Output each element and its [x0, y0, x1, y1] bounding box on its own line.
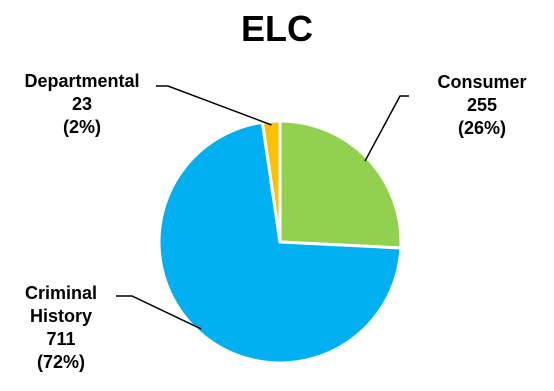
leader-line-criminal	[116, 295, 202, 330]
chart-title: ELC	[241, 8, 313, 49]
criminal-history-name-line2: History	[29, 306, 92, 326]
criminal-history-percent: (72%)	[36, 352, 85, 372]
criminal-history-name-line1: Criminal	[24, 283, 98, 303]
leader-line-departmental	[156, 85, 272, 126]
consumer-name: Consumer	[437, 72, 527, 92]
departmental-name: Departmental	[24, 71, 140, 91]
leader-line-consumer	[364, 95, 409, 162]
departmental-percent: (2%)	[62, 117, 101, 137]
departmental-label: Departmental 23 (2%)	[2, 70, 162, 139]
criminal-history-value: 711	[46, 329, 76, 349]
slice-consumer	[278, 119, 403, 250]
criminal-history-label: Criminal History 711 (72%)	[6, 282, 116, 374]
departmental-value: 23	[71, 94, 93, 114]
consumer-label: Consumer 255 (26%)	[418, 71, 546, 140]
consumer-percent: (26%)	[457, 118, 506, 138]
consumer-value: 255	[466, 95, 498, 115]
